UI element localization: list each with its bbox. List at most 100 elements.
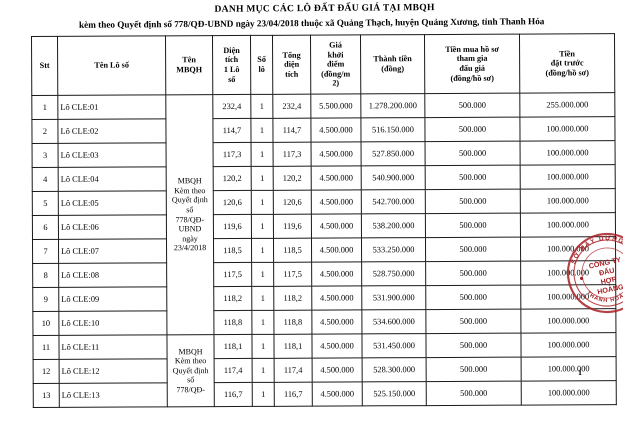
cell-start-price: 4.500.000	[311, 309, 362, 335]
column-header-total-area: Tổng diện tích	[272, 35, 311, 95]
header-text: điểm	[326, 59, 345, 69]
cell-amount: 528.300.000	[362, 357, 427, 382]
cell-lot-count: 1	[251, 238, 274, 263]
cell-lot-name: Lô CLE:13	[59, 382, 168, 408]
cell-stt: 6	[32, 215, 59, 240]
cell-lot-count: 1	[252, 358, 275, 383]
cell-dossier-fee: 500.000	[425, 333, 522, 358]
cell-lot-name: Lô CLE:06	[58, 214, 167, 240]
cell-deposit: 100.000.000	[520, 284, 616, 310]
cell-total-area: 116,7	[274, 382, 313, 407]
cell-area-per-lot: 118,2	[213, 286, 252, 311]
header-text: Tên	[182, 55, 196, 65]
cell-deposit: 100.000.000	[520, 212, 616, 238]
header-text: (đồng)	[381, 64, 405, 74]
column-header-deposit: Tiền đặt trước (đồng/hồ sơ)	[519, 33, 615, 94]
table-row: 2 Lô CLE:02 114,7 1 114,7 4.500.000 516.150.00…	[31, 116, 616, 144]
cell-area-per-lot: 117,4	[214, 358, 253, 383]
cell-start-price: 4.500.000	[311, 333, 363, 359]
header-text: khởi	[327, 50, 344, 60]
cell-dossier-fee: 500.000	[425, 165, 521, 190]
page-subtitle: kèm theo Quyết định số 778/QĐ-UBND ngày …	[78, 16, 545, 30]
cell-deposit: 100.000.000	[520, 188, 616, 214]
cell-area-per-lot: 117,3	[213, 142, 252, 167]
cell-stt: 1	[31, 95, 58, 120]
header-text: tích	[224, 55, 239, 65]
cell-total-area: 120,2	[273, 166, 312, 191]
header-text: diện	[284, 59, 300, 69]
table-header-row: Stt Tên Lô số Tên MBQH Diện tích 1 Lô số	[31, 33, 615, 96]
column-header-lot-name: Tên Lô số	[57, 35, 166, 96]
cell-lot-count: 1	[251, 310, 274, 335]
cell-amount: 534.600.000	[361, 309, 426, 334]
cell-start-price: 4.500.000	[311, 261, 362, 287]
cell-lot-name: Lô CLE:05	[58, 190, 167, 216]
cell-dossier-fee: 500.000	[425, 285, 521, 310]
header-text: đấu giá	[459, 63, 486, 73]
header-text: đặt trước	[550, 58, 584, 68]
header-text: Diện	[223, 45, 240, 55]
cell-stt: 9	[32, 287, 59, 312]
cell-dossier-fee: 500.000	[425, 189, 521, 214]
mbqh-group-line: MBQH	[178, 346, 203, 356]
cell-deposit: 100.000.000	[520, 164, 616, 190]
cell-total-area: 118,8	[273, 310, 312, 335]
header-text: Tiền mua hồ sơ	[445, 44, 499, 54]
cell-stt: 10	[32, 311, 59, 336]
cell-amount: 538.200.000	[361, 213, 426, 238]
cell-total-area: 117,5	[273, 262, 312, 287]
cell-stt: 13	[33, 383, 60, 408]
cell-area-per-lot: 118,1	[213, 334, 253, 359]
cell-lot-count: 1	[251, 190, 274, 215]
cell-amount: 1.278.200.000	[360, 93, 425, 118]
cell-stt: 7	[32, 239, 59, 264]
mbqh-group-line: MBQH	[177, 176, 202, 186]
cell-amount: 528.750.000	[361, 261, 426, 286]
cell-start-price: 4.500.000	[312, 357, 363, 383]
cell-deposit: 100.000.000	[520, 236, 616, 262]
cell-start-price: 4.500.000	[311, 189, 362, 215]
cell-total-area: 232,4	[272, 94, 311, 119]
cell-lot-count: 1	[251, 142, 274, 167]
cell-dossier-fee: 500.000	[425, 309, 521, 334]
cell-total-area: 119,6	[273, 214, 312, 239]
cell-dossier-fee: 500.000	[424, 93, 520, 118]
table-row: 5 Lô CLE:05 120,6 1 120,6 4.500.000 542.700.00…	[32, 188, 616, 216]
cell-area-per-lot: 118,8	[213, 310, 252, 335]
cell-deposit: 255.000.000	[519, 92, 615, 118]
cell-stt: 12	[33, 359, 60, 384]
header-text: Tổng	[282, 50, 301, 60]
cell-deposit: 100.000.000	[521, 380, 617, 406]
cell-total-area: 118,5	[273, 238, 312, 263]
cell-area-per-lot: 114,7	[212, 118, 252, 143]
cell-stt: 3	[32, 143, 59, 168]
cell-start-price: 4.500.000	[311, 141, 362, 167]
cell-stt: 5	[32, 191, 59, 216]
cell-stt: 4	[32, 167, 59, 192]
mbqh-group-line: Kèm theo	[174, 356, 207, 366]
document-heading: DANH MỤC CÁC LÔ ĐẤT ĐẤU GIÁ TẠI MBQH kèm…	[0, 0, 623, 31]
table-row: 11 Lô CLE:11 MBQH Kèm theo Quyết định số 778/Q…	[32, 332, 617, 407]
cell-start-price: 4.500.000	[311, 237, 362, 263]
cell-lot-count: 1	[251, 334, 275, 359]
cell-total-area: 118,1	[273, 334, 313, 359]
cell-area-per-lot: 120,6	[213, 190, 252, 215]
mbqh-group-line: 778/QĐ-	[175, 214, 205, 224]
cell-area-per-lot: 232,4	[212, 94, 251, 119]
mbqh-group-line: 23/4/2018	[173, 243, 207, 253]
table-row: 12 Lô CLE:12 117,4 1 117,4 4.500.000 528.300.0…	[33, 356, 617, 384]
cell-dossier-fee: 500.000	[425, 261, 521, 286]
column-header-start-price: Giá khởi điểm (đồng/m 2)	[310, 34, 361, 95]
header-text: MBQH	[176, 65, 203, 75]
cell-stt: 8	[32, 263, 59, 288]
cell-amount: 540.900.000	[361, 165, 426, 190]
cell-lot-name: Lô CLE:02	[57, 118, 167, 144]
table-row: 10 Lô CLE:10 118,8 1 118,8 4.500.000 534.600.0…	[32, 308, 616, 336]
cell-lot-name: Lô CLE:12	[59, 358, 168, 384]
cell-lot-name: Lô CLE:08	[58, 262, 167, 288]
column-header-mbqh-name: Tên MBQH	[165, 35, 213, 95]
cell-area-per-lot: 118,5	[213, 238, 252, 263]
cell-stt: 11	[32, 335, 60, 360]
cell-area-per-lot: 116,7	[214, 382, 253, 407]
cell-lot-name: Lô CLE:11	[58, 334, 168, 360]
